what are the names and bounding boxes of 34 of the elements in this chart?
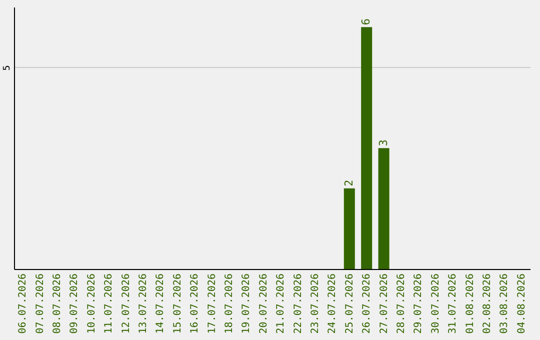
x-tick-label: 16.07.2026	[190, 274, 201, 334]
x-tick-label: 28.07.2026	[396, 274, 407, 334]
x-tick-label: 19.07.2026	[241, 274, 252, 334]
x-tick-label: 22.07.2026	[292, 274, 304, 334]
x-tick-label: 20.07.2026	[258, 274, 270, 334]
x-tick-label: 21.07.2026	[276, 274, 287, 334]
x-tick-label: 03.08.2026	[499, 274, 510, 334]
x-tick-label: 04.08.2026	[516, 274, 528, 334]
y-tick-label: 5	[2, 65, 12, 71]
x-tick-label: 12.07.2026	[120, 274, 132, 334]
x-tick-label: 11.07.2026	[104, 274, 115, 334]
x-tick-label: 14.07.2026	[155, 274, 166, 334]
x-tick-label: 27.07.2026	[378, 274, 390, 334]
x-tick-label: 07.07.2026	[34, 274, 46, 334]
x-tick-label: 30.07.2026	[430, 274, 442, 334]
x-tick-label: 26.07.2026	[362, 274, 373, 334]
x-tick-label: 31.07.2026	[448, 274, 459, 334]
data-label: 6	[360, 18, 373, 26]
x-tick-label: 06.07.2026	[18, 274, 29, 334]
x-tick-label: 24.07.2026	[327, 274, 338, 334]
x-tick-label: 23.07.2026	[310, 274, 321, 334]
x-tick-label: 25.07.2026	[344, 274, 356, 334]
x-tick-label: 09.07.2026	[69, 274, 80, 334]
data-label: 2	[342, 180, 356, 186]
x-tick-label: 15.07.2026	[172, 274, 184, 334]
x-tick-label: 17.07.2026	[206, 274, 218, 334]
x-tick-label: 10.07.2026	[86, 274, 98, 334]
x-tick-label: 01.08.2026	[464, 274, 476, 334]
x-tick-label: 13.07.2026	[138, 274, 149, 334]
x-tick-label: 08.07.2026	[52, 274, 63, 334]
data-label: 3	[376, 139, 390, 146]
x-tick-label: 02.08.2026	[482, 274, 493, 334]
x-tick-label: 29.07.2026	[413, 274, 424, 334]
x-tick-label: 18.07.2026	[224, 274, 235, 334]
